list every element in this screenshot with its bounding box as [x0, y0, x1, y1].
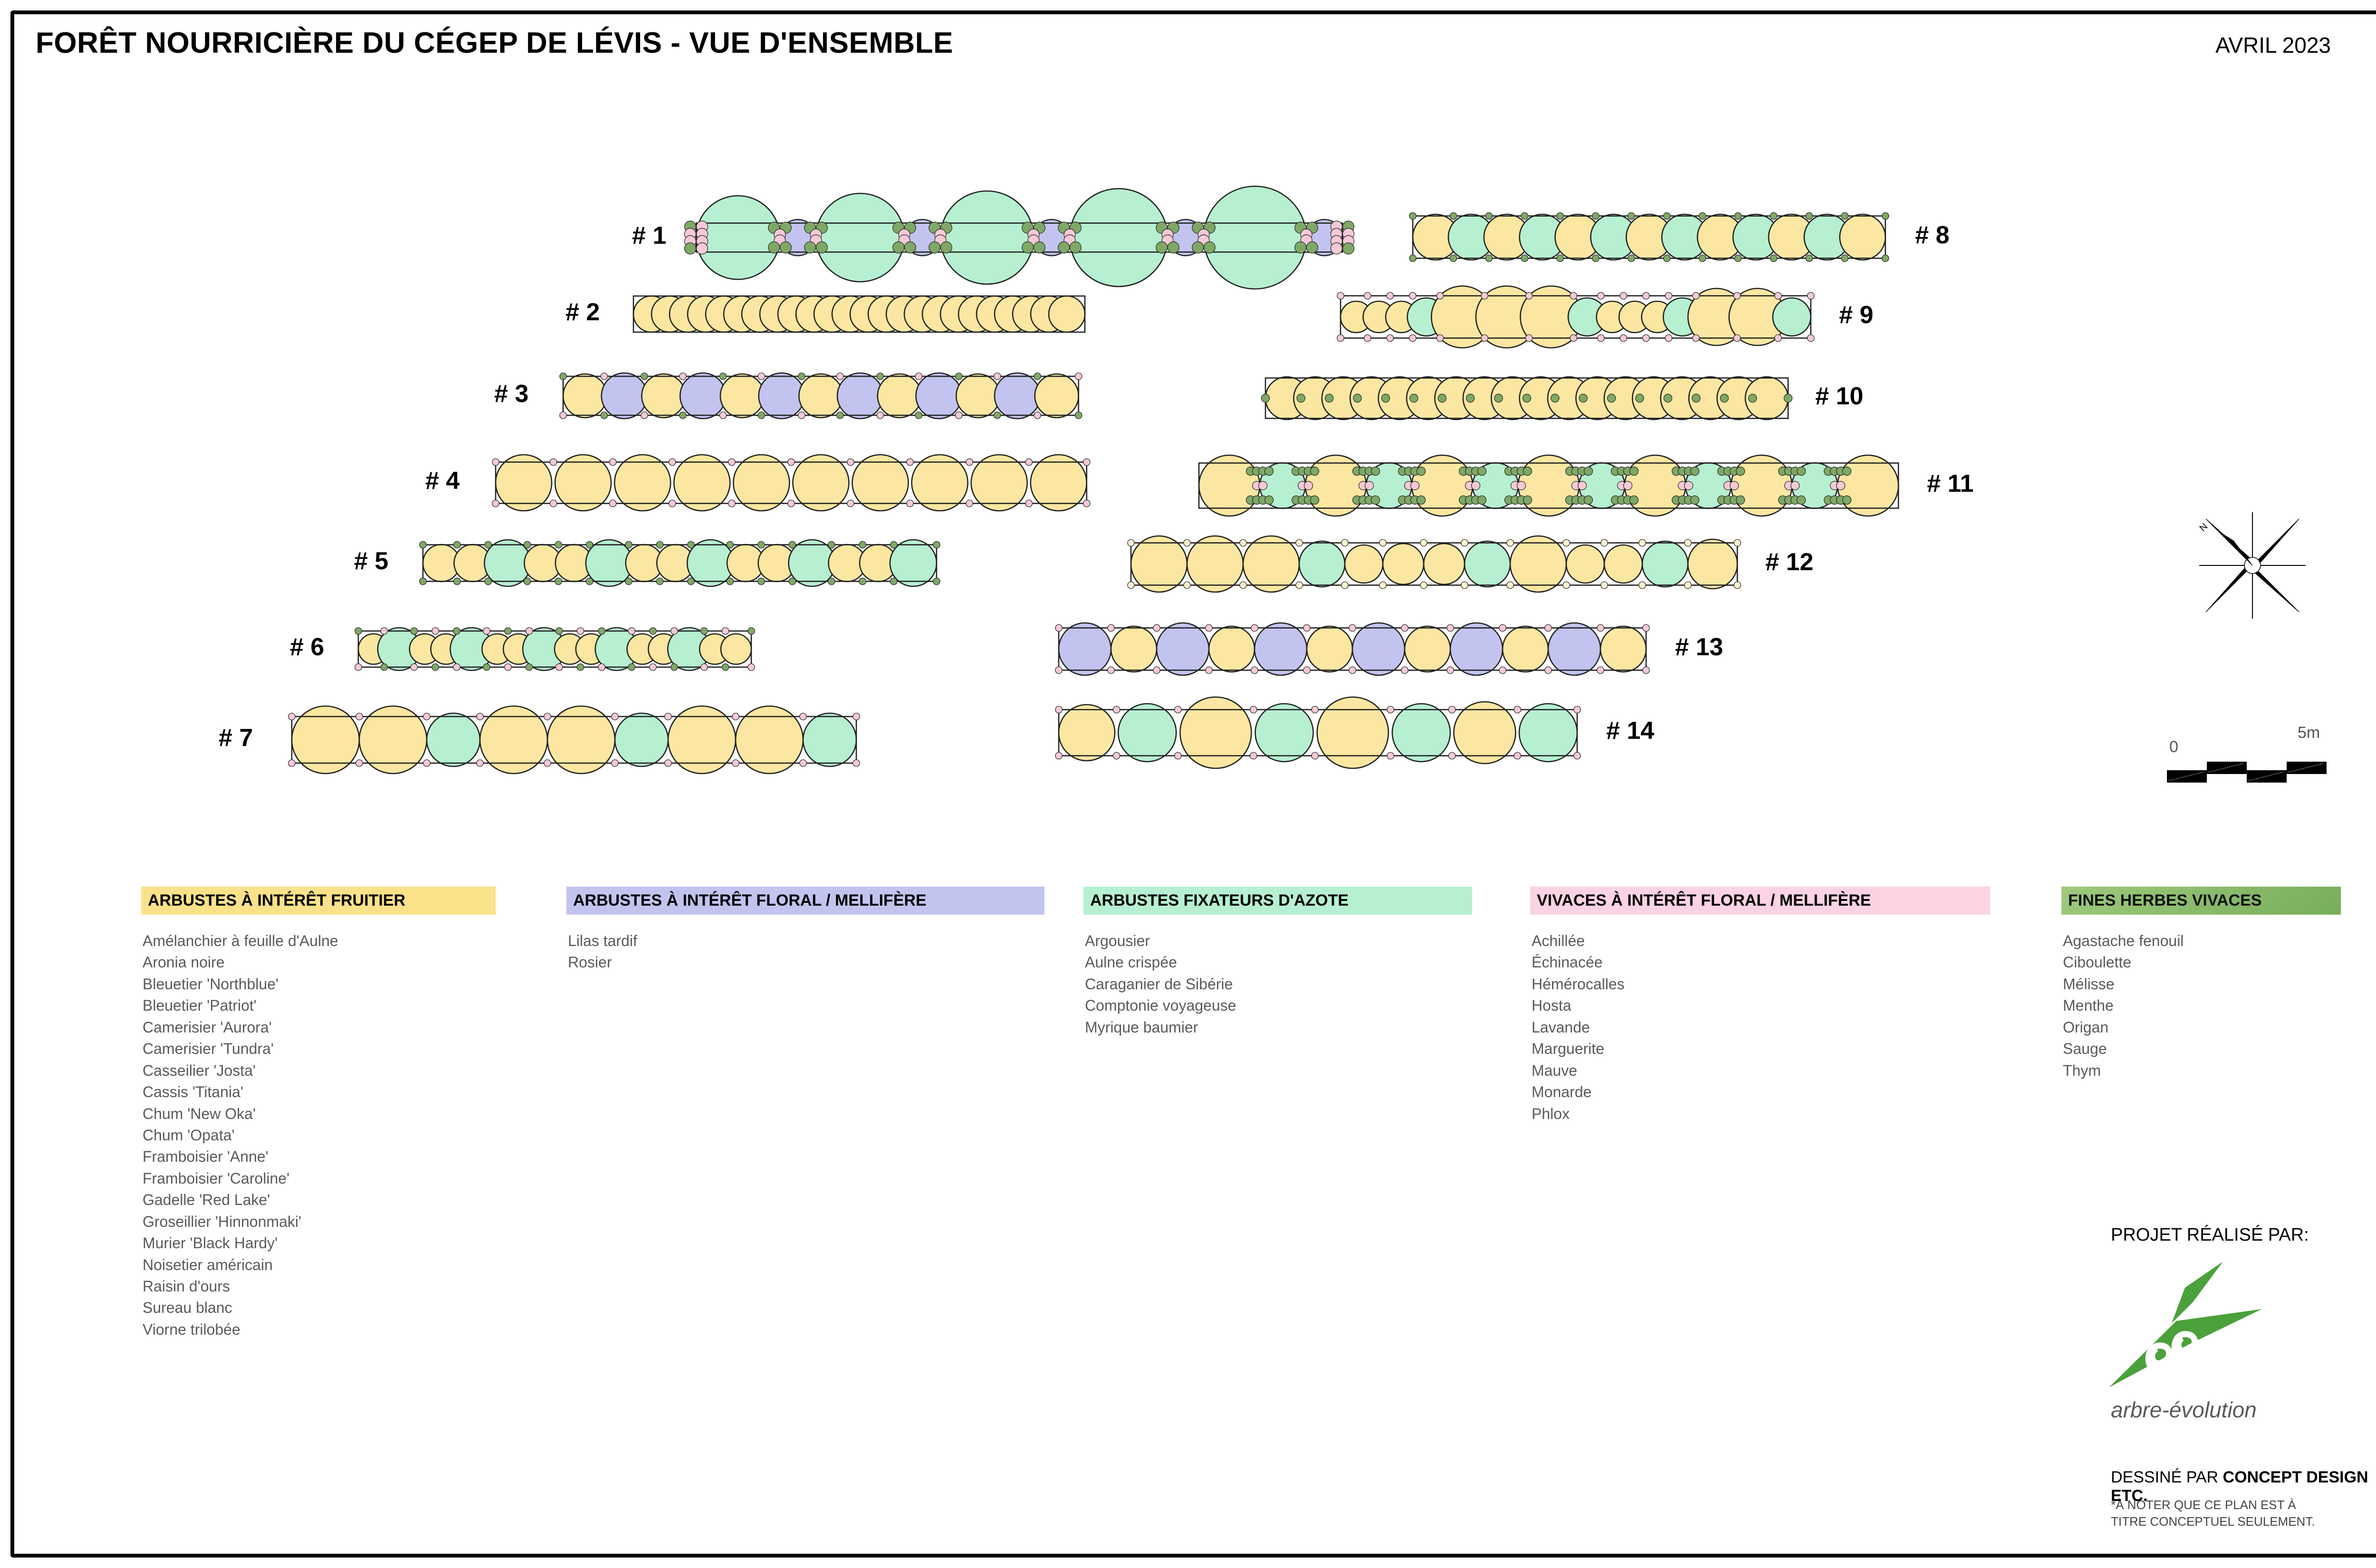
svg-text:N: N	[2197, 521, 2210, 534]
